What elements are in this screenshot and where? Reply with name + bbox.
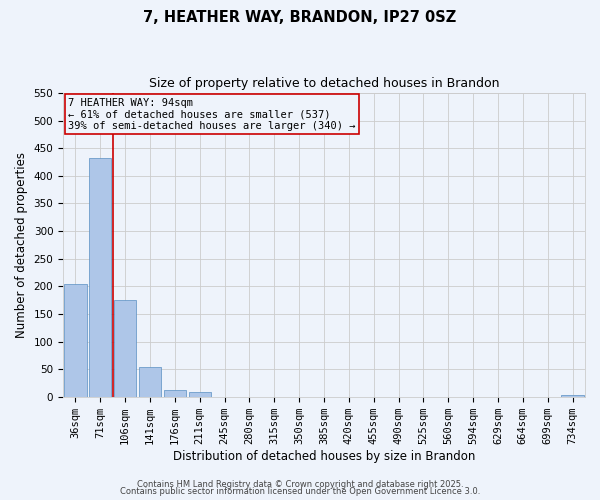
Bar bbox=[562, 394, 584, 396]
Text: 7, HEATHER WAY, BRANDON, IP27 0SZ: 7, HEATHER WAY, BRANDON, IP27 0SZ bbox=[143, 10, 457, 25]
Title: Size of property relative to detached houses in Brandon: Size of property relative to detached ho… bbox=[149, 78, 499, 90]
Text: Contains HM Land Registry data © Crown copyright and database right 2025.: Contains HM Land Registry data © Crown c… bbox=[137, 480, 463, 489]
Text: 7 HEATHER WAY: 94sqm
← 61% of detached houses are smaller (537)
39% of semi-deta: 7 HEATHER WAY: 94sqm ← 61% of detached h… bbox=[68, 98, 356, 131]
Bar bbox=[139, 368, 161, 396]
Bar bbox=[64, 284, 86, 397]
Y-axis label: Number of detached properties: Number of detached properties bbox=[15, 152, 28, 338]
Bar bbox=[164, 390, 186, 396]
Bar bbox=[188, 392, 211, 396]
Text: Contains public sector information licensed under the Open Government Licence 3.: Contains public sector information licen… bbox=[120, 487, 480, 496]
Bar bbox=[114, 300, 136, 396]
Bar bbox=[89, 158, 112, 396]
X-axis label: Distribution of detached houses by size in Brandon: Distribution of detached houses by size … bbox=[173, 450, 475, 462]
